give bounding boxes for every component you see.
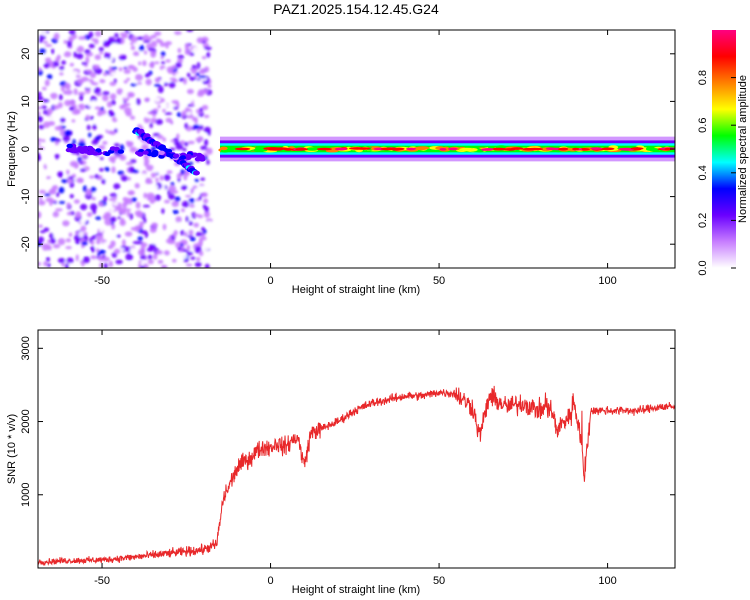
- colorbar-tick-label: 0.6: [697, 118, 709, 133]
- spectrogram-x-tick-label: -50: [94, 275, 110, 287]
- spectrogram-weak-band: [65, 143, 206, 162]
- spectrogram-panel: -50 0 50 100 -20 -10 0 10 20 Height of straight…: [6, 29, 676, 296]
- colorbar-tick-label: 0.4: [697, 165, 709, 180]
- colorbar-tick-label: 0.0: [697, 260, 709, 275]
- spectrogram-x-tick-label: 50: [433, 275, 445, 287]
- snr-plot-area: [38, 330, 675, 568]
- spectrogram-x-tick-label: 0: [267, 275, 273, 287]
- snr-series-line: [38, 385, 675, 566]
- colorbar-tick-label: 0.8: [697, 70, 709, 85]
- figure-title: PAZ1.2025.154.12.45.G24: [273, 1, 439, 17]
- spectrogram-heatmap: [38, 30, 675, 268]
- snr-x-tick-label: 50: [433, 575, 445, 587]
- snr-x-label: Height of straight line (km): [292, 584, 420, 596]
- colorbar-tick-label: 0.2: [697, 213, 709, 228]
- snr-y-tick-label: 3000: [20, 336, 32, 360]
- snr-x-tick-label: 100: [598, 575, 616, 587]
- spectrogram-y-tick-label: -10: [20, 189, 32, 205]
- spectrogram-x-axis: -50 0 50 100: [94, 30, 617, 287]
- spectrogram-y-label: Frequency (Hz): [6, 111, 18, 187]
- snr-x-tick-label: 0: [267, 575, 273, 587]
- spectrogram-y-tick-label: 20: [20, 48, 32, 60]
- colorbar-label: Normalized spectral amplitude: [737, 75, 749, 223]
- colorbar-ticks: 0.0 0.2 0.4 0.6 0.8: [697, 70, 736, 276]
- spectrogram-y-tick-label: 10: [20, 95, 32, 107]
- snr-x-axis: -50 0 50 100: [94, 330, 617, 587]
- spectrogram-y-axis: -20 -10 0 10 20: [20, 48, 675, 252]
- snr-y-tick-label: 2000: [20, 409, 32, 433]
- snr-frame: [37, 329, 676, 569]
- colorbar: 0.0 0.2 0.4 0.6 0.8 Normalized spectral ampl…: [697, 30, 749, 276]
- spectrogram-signal-band: [218, 136, 675, 162]
- spectrogram-noise-speckle: [38, 30, 213, 268]
- snr-x-tick-label: -50: [94, 575, 110, 587]
- spectrogram-y-tick-label: -20: [20, 236, 32, 252]
- snr-y-label: SNR (10 * v/v): [6, 414, 18, 484]
- snr-panel: -50 0 50 100 1000 2000 3000 Height of straigh…: [6, 329, 676, 596]
- spectrogram-x-label: Height of straight line (km): [292, 284, 420, 296]
- colorbar-gradient: [712, 30, 736, 268]
- snr-y-axis: 1000 2000 3000: [20, 336, 675, 507]
- spectrogram-y-tick-label: 0: [20, 146, 32, 152]
- spectrogram-x-tick-label: 100: [598, 275, 616, 287]
- snr-y-tick-label: 1000: [20, 483, 32, 507]
